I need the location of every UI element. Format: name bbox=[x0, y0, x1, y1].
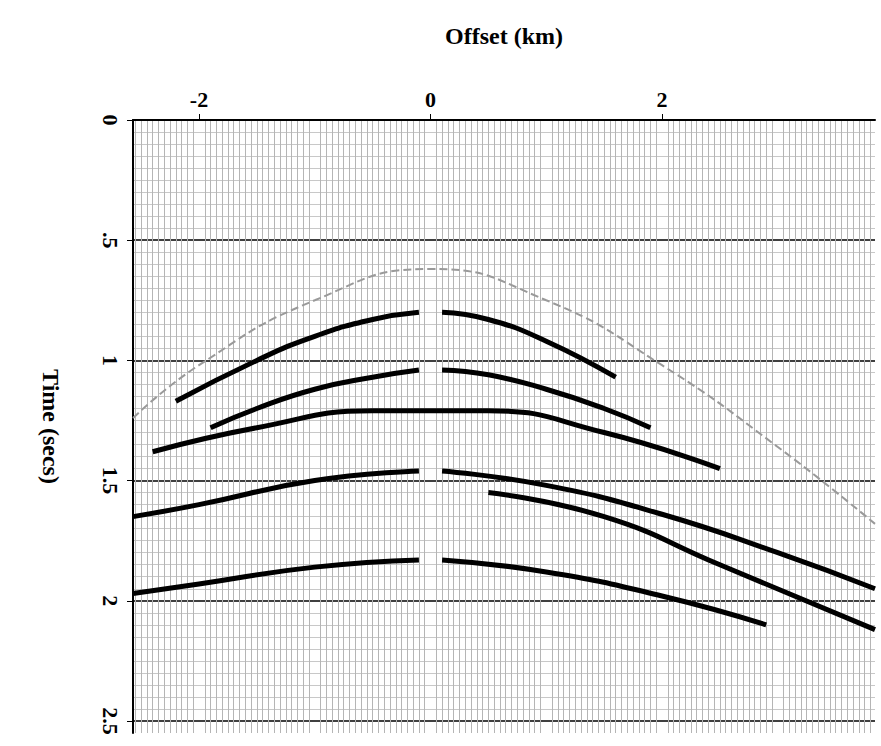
svg-text:0: 0 bbox=[98, 115, 123, 126]
svg-text:1: 1 bbox=[98, 355, 123, 366]
svg-text:2.5: 2.5 bbox=[98, 707, 123, 735]
svg-text:Offset (km): Offset (km) bbox=[445, 23, 563, 49]
svg-text:2: 2 bbox=[98, 595, 123, 606]
svg-text:Time (secs): Time (secs) bbox=[38, 369, 64, 484]
svg-text:-2: -2 bbox=[190, 87, 208, 112]
svg-text:1.5: 1.5 bbox=[98, 467, 123, 495]
svg-text:2: 2 bbox=[657, 87, 668, 112]
svg-text:.5: .5 bbox=[98, 232, 123, 249]
svg-text:0: 0 bbox=[425, 87, 436, 112]
